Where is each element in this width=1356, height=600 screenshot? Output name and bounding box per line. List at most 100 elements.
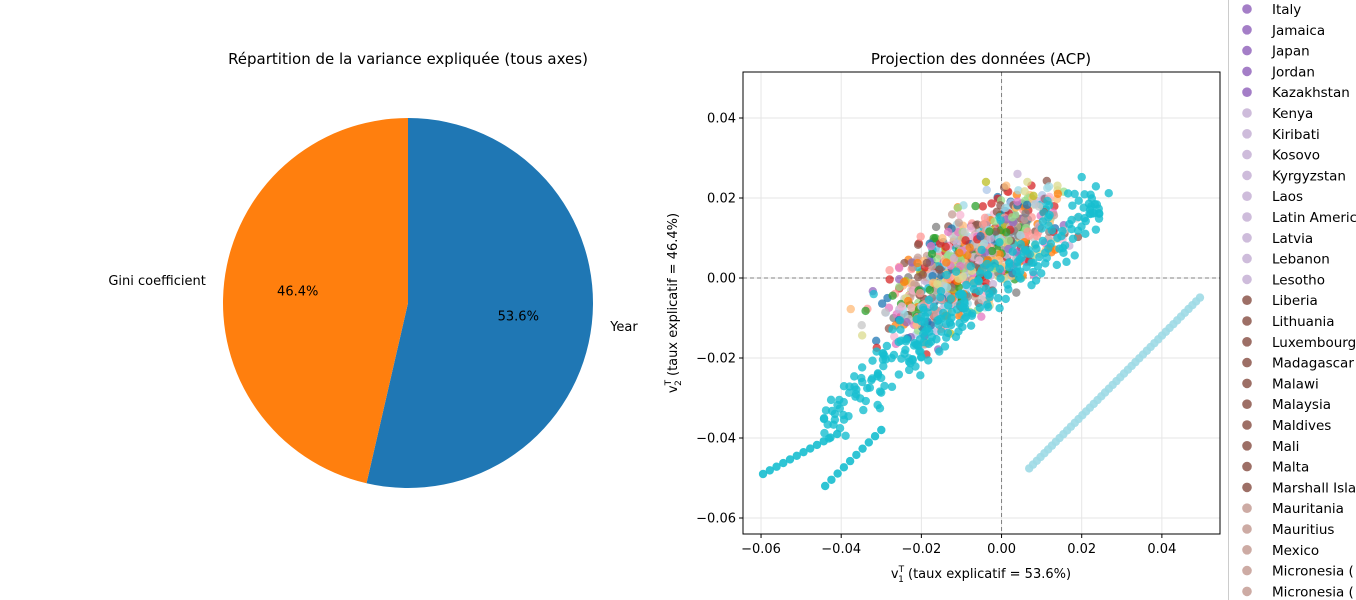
scatter-point [857,331,867,340]
scatter-point [1073,226,1083,235]
scatter-point [938,233,947,243]
legend-item: Malta [1242,460,1309,476]
pie-pct-gini: 46.4% [277,284,318,299]
legend-label: Liberia [1272,293,1318,309]
scatter-point [857,363,867,372]
scatter-point [833,469,842,478]
scatter-point [969,285,979,294]
legend-item: Mauritius [1242,522,1334,538]
scatter-point [981,177,991,187]
legend-marker [1242,316,1252,326]
scatter-point [861,306,870,316]
scatter-point [922,258,932,268]
scatter-point [844,411,853,421]
scatter-point [785,455,795,464]
scatter-point [827,475,836,484]
y-tick-label: −0.02 [696,352,736,367]
scatter-point [962,280,971,290]
scatter-point [819,437,828,446]
scatter-point [967,311,977,321]
y-label-var: v [666,385,681,393]
legend-label: Mauritania [1272,501,1344,517]
scatter-point [991,227,1001,236]
scatter-point [1070,251,1079,260]
scatter-point [1062,257,1071,267]
legend-label: Latvia [1272,231,1313,247]
legend: Italy Jamaica Japan Jordan Kazakhstan Kenya Ki… [1228,0,1356,600]
scatter-point [954,282,963,292]
scatter-point [821,406,831,415]
scatter-point [916,353,926,362]
legend-marker [1242,66,1252,77]
scatter-point [758,469,768,479]
scatter-point [902,318,911,327]
x-label-sub: 1 [898,575,904,585]
legend-item: Italy [1242,2,1301,18]
legend-item: Kazakhstan [1242,85,1350,101]
scatter-point [856,394,865,403]
legend-label: Laos [1272,189,1303,205]
legend-item: Lithuania [1242,314,1335,330]
scatter-point [812,440,822,450]
scatter-point [961,236,970,245]
legend-item: Mali [1242,439,1299,455]
scatter-point [1007,213,1017,222]
scatter-point [1091,182,1101,191]
y-tick-label: 0.02 [707,192,736,207]
scatter-point [949,253,959,263]
scatter-point [1041,259,1050,268]
x-tick-label: 0.00 [987,542,1016,557]
legend-item: Liberia [1242,293,1318,309]
legend-item: Micronesia ( [1242,564,1354,580]
scatter-point [954,218,963,227]
scatter-point [943,301,953,310]
scatter-point [894,370,904,379]
scatter-point [919,337,929,347]
scatter-point [873,400,882,410]
scatter-point [969,279,979,288]
scatter-point [876,373,886,383]
scatter-point [935,347,944,356]
scatter-point [1081,229,1090,239]
scatter-point [1044,201,1054,210]
scatter-point [966,223,976,233]
scatter-point [916,316,926,326]
y-ticks: −0.06 −0.04 −0.02 0.00 0.02 0.04 [696,112,743,527]
pie-chart: Répartition de la variance expliquée (to… [108,50,638,488]
scatter-point [1067,224,1076,234]
legend-marker [1242,357,1252,368]
scatter-point [871,336,881,346]
legend-marker [1242,378,1252,389]
x-tick-label: −0.06 [741,542,781,557]
scatter-point [1037,224,1046,233]
scatter-point [895,316,905,325]
scatter-point [908,355,917,364]
legend-label: Marshall Isla [1272,480,1356,496]
legend-item: Japan [1242,44,1310,60]
scatter-point [846,304,855,314]
legend-marker [1242,586,1252,597]
scatter-point [888,291,897,300]
scatter-point [1021,246,1031,255]
scatter-point [921,326,930,336]
scatter-point [896,325,905,334]
scatter-point [1086,209,1095,219]
legend-item: Mauritania [1242,501,1344,517]
legend-label: Lithuania [1272,314,1335,330]
legend-item: Lesotho [1242,272,1325,288]
scatter-point [859,405,868,415]
x-ticks: −0.06 −0.04 −0.02 0.00 0.02 0.04 [741,534,1176,557]
scatter-point [983,271,993,280]
scatter-point [942,270,951,280]
legend-item: Lebanon [1242,252,1330,268]
scatter-point [826,433,835,442]
scatter-point [966,321,976,330]
legend-item: Jamaica [1242,23,1325,39]
scatter-point [823,420,832,429]
scatter-point [792,451,801,461]
scatter-point [1044,182,1054,191]
scatter-point [977,295,986,304]
scatter-point [1046,239,1056,248]
scatter-point [987,199,996,208]
legend-marker [1242,233,1252,243]
